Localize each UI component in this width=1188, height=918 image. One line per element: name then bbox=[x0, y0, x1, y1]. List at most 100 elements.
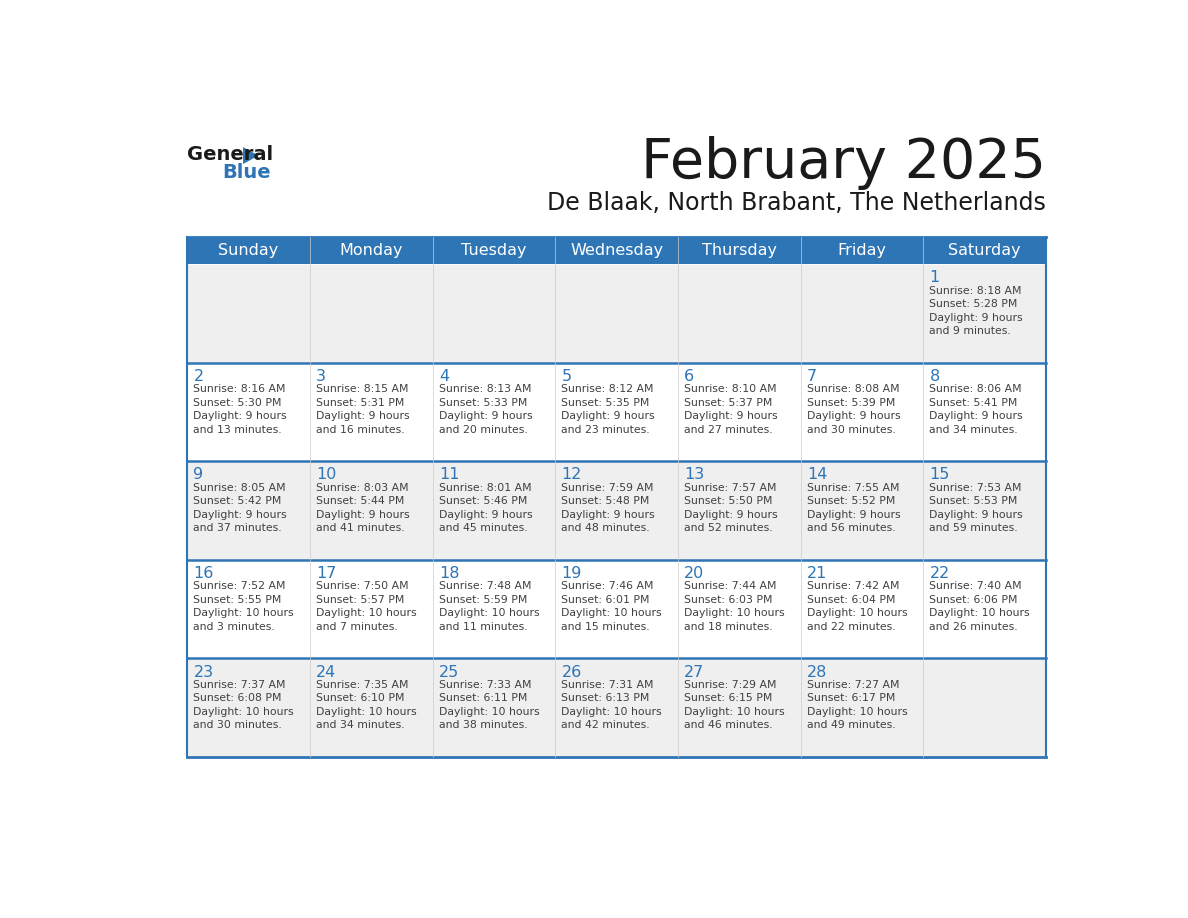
Text: Sunset: 5:59 PM: Sunset: 5:59 PM bbox=[438, 595, 527, 605]
Text: Daylight: 9 hours: Daylight: 9 hours bbox=[438, 509, 532, 520]
Text: Sunrise: 7:40 AM: Sunrise: 7:40 AM bbox=[929, 581, 1022, 591]
Text: 26: 26 bbox=[562, 665, 582, 679]
Text: and 59 minutes.: and 59 minutes. bbox=[929, 523, 1018, 533]
Text: 8: 8 bbox=[929, 369, 940, 384]
Bar bbox=[188, 363, 1045, 461]
Text: Daylight: 9 hours: Daylight: 9 hours bbox=[807, 411, 901, 421]
Text: Daylight: 9 hours: Daylight: 9 hours bbox=[929, 411, 1023, 421]
Text: 4: 4 bbox=[438, 369, 449, 384]
Text: 5: 5 bbox=[562, 369, 571, 384]
Text: and 7 minutes.: and 7 minutes. bbox=[316, 621, 398, 632]
Text: and 42 minutes.: and 42 minutes. bbox=[562, 721, 650, 731]
Text: 21: 21 bbox=[807, 566, 827, 581]
Text: Sunrise: 7:35 AM: Sunrise: 7:35 AM bbox=[316, 680, 409, 690]
Text: 9: 9 bbox=[194, 467, 203, 483]
Text: General: General bbox=[188, 145, 273, 163]
Text: Sunset: 5:33 PM: Sunset: 5:33 PM bbox=[438, 397, 527, 408]
Text: Daylight: 10 hours: Daylight: 10 hours bbox=[562, 707, 662, 717]
Text: Sunrise: 8:16 AM: Sunrise: 8:16 AM bbox=[194, 385, 286, 394]
Text: Sunset: 5:31 PM: Sunset: 5:31 PM bbox=[316, 397, 404, 408]
Bar bbox=[188, 237, 310, 264]
Text: Sunrise: 7:48 AM: Sunrise: 7:48 AM bbox=[438, 581, 531, 591]
Bar bbox=[923, 237, 1045, 264]
Text: Sunset: 6:08 PM: Sunset: 6:08 PM bbox=[194, 693, 282, 703]
Bar bbox=[188, 560, 1045, 658]
Text: and 34 minutes.: and 34 minutes. bbox=[929, 425, 1018, 435]
Text: Sunset: 5:30 PM: Sunset: 5:30 PM bbox=[194, 397, 282, 408]
Text: Friday: Friday bbox=[838, 243, 886, 258]
Text: Daylight: 10 hours: Daylight: 10 hours bbox=[562, 609, 662, 619]
Text: Thursday: Thursday bbox=[702, 243, 777, 258]
Bar bbox=[555, 237, 678, 264]
Text: De Blaak, North Brabant, The Netherlands: De Blaak, North Brabant, The Netherlands bbox=[548, 191, 1045, 215]
Bar bbox=[801, 237, 923, 264]
Text: Sunrise: 7:57 AM: Sunrise: 7:57 AM bbox=[684, 483, 777, 493]
Text: 23: 23 bbox=[194, 665, 214, 679]
Text: Sunrise: 7:55 AM: Sunrise: 7:55 AM bbox=[807, 483, 899, 493]
Text: Daylight: 9 hours: Daylight: 9 hours bbox=[194, 509, 287, 520]
Text: Sunrise: 7:42 AM: Sunrise: 7:42 AM bbox=[807, 581, 899, 591]
Text: Daylight: 10 hours: Daylight: 10 hours bbox=[929, 609, 1030, 619]
Text: Sunset: 6:17 PM: Sunset: 6:17 PM bbox=[807, 693, 896, 703]
Text: Daylight: 9 hours: Daylight: 9 hours bbox=[316, 509, 410, 520]
Text: Sunday: Sunday bbox=[219, 243, 279, 258]
Text: Daylight: 9 hours: Daylight: 9 hours bbox=[929, 509, 1023, 520]
Text: Sunrise: 8:13 AM: Sunrise: 8:13 AM bbox=[438, 385, 531, 394]
Text: Sunrise: 7:33 AM: Sunrise: 7:33 AM bbox=[438, 680, 531, 690]
Text: Saturday: Saturday bbox=[948, 243, 1020, 258]
Text: Sunrise: 8:01 AM: Sunrise: 8:01 AM bbox=[438, 483, 531, 493]
Text: Sunset: 6:04 PM: Sunset: 6:04 PM bbox=[807, 595, 896, 605]
Text: and 18 minutes.: and 18 minutes. bbox=[684, 621, 772, 632]
Text: Sunset: 5:39 PM: Sunset: 5:39 PM bbox=[807, 397, 896, 408]
Text: Tuesday: Tuesday bbox=[461, 243, 526, 258]
Text: and 13 minutes.: and 13 minutes. bbox=[194, 425, 282, 435]
Text: Daylight: 9 hours: Daylight: 9 hours bbox=[194, 411, 287, 421]
Text: and 16 minutes.: and 16 minutes. bbox=[316, 425, 405, 435]
Text: Daylight: 9 hours: Daylight: 9 hours bbox=[929, 313, 1023, 322]
Text: Daylight: 10 hours: Daylight: 10 hours bbox=[316, 609, 417, 619]
Text: Monday: Monday bbox=[340, 243, 403, 258]
Text: Sunrise: 7:29 AM: Sunrise: 7:29 AM bbox=[684, 680, 777, 690]
Text: and 23 minutes.: and 23 minutes. bbox=[562, 425, 650, 435]
Text: and 9 minutes.: and 9 minutes. bbox=[929, 326, 1011, 336]
Text: and 22 minutes.: and 22 minutes. bbox=[807, 621, 896, 632]
Text: Sunrise: 7:31 AM: Sunrise: 7:31 AM bbox=[562, 680, 653, 690]
Text: Daylight: 9 hours: Daylight: 9 hours bbox=[562, 509, 655, 520]
Text: Daylight: 10 hours: Daylight: 10 hours bbox=[194, 707, 295, 717]
Text: Sunrise: 7:27 AM: Sunrise: 7:27 AM bbox=[807, 680, 899, 690]
Text: Sunset: 5:53 PM: Sunset: 5:53 PM bbox=[929, 497, 1018, 507]
Text: 12: 12 bbox=[562, 467, 582, 483]
Text: Sunrise: 8:10 AM: Sunrise: 8:10 AM bbox=[684, 385, 777, 394]
Text: and 34 minutes.: and 34 minutes. bbox=[316, 721, 405, 731]
Text: and 56 minutes.: and 56 minutes. bbox=[807, 523, 896, 533]
Text: and 45 minutes.: and 45 minutes. bbox=[438, 523, 527, 533]
Text: Daylight: 10 hours: Daylight: 10 hours bbox=[684, 707, 785, 717]
Text: 15: 15 bbox=[929, 467, 950, 483]
Text: Daylight: 10 hours: Daylight: 10 hours bbox=[316, 707, 417, 717]
Text: Daylight: 9 hours: Daylight: 9 hours bbox=[438, 411, 532, 421]
Text: Daylight: 9 hours: Daylight: 9 hours bbox=[807, 509, 901, 520]
Text: 27: 27 bbox=[684, 665, 704, 679]
Text: Sunset: 5:57 PM: Sunset: 5:57 PM bbox=[316, 595, 404, 605]
Text: 2: 2 bbox=[194, 369, 203, 384]
Text: 1: 1 bbox=[929, 270, 940, 285]
Text: Sunrise: 8:12 AM: Sunrise: 8:12 AM bbox=[562, 385, 653, 394]
Text: Sunset: 5:35 PM: Sunset: 5:35 PM bbox=[562, 397, 650, 408]
Text: Sunset: 5:46 PM: Sunset: 5:46 PM bbox=[438, 497, 527, 507]
Text: 11: 11 bbox=[438, 467, 460, 483]
Text: 25: 25 bbox=[438, 665, 459, 679]
Text: Blue: Blue bbox=[222, 163, 271, 183]
Text: Sunset: 5:48 PM: Sunset: 5:48 PM bbox=[562, 497, 650, 507]
Text: and 46 minutes.: and 46 minutes. bbox=[684, 721, 772, 731]
Bar bbox=[188, 264, 1045, 363]
Text: Daylight: 10 hours: Daylight: 10 hours bbox=[807, 609, 908, 619]
Text: Daylight: 10 hours: Daylight: 10 hours bbox=[438, 609, 539, 619]
Text: and 38 minutes.: and 38 minutes. bbox=[438, 721, 527, 731]
Text: and 26 minutes.: and 26 minutes. bbox=[929, 621, 1018, 632]
Text: and 48 minutes.: and 48 minutes. bbox=[562, 523, 650, 533]
Text: Sunrise: 7:46 AM: Sunrise: 7:46 AM bbox=[562, 581, 653, 591]
Text: and 11 minutes.: and 11 minutes. bbox=[438, 621, 527, 632]
Text: Daylight: 10 hours: Daylight: 10 hours bbox=[438, 707, 539, 717]
Text: Sunset: 5:52 PM: Sunset: 5:52 PM bbox=[807, 497, 896, 507]
Text: Sunrise: 8:18 AM: Sunrise: 8:18 AM bbox=[929, 285, 1022, 296]
